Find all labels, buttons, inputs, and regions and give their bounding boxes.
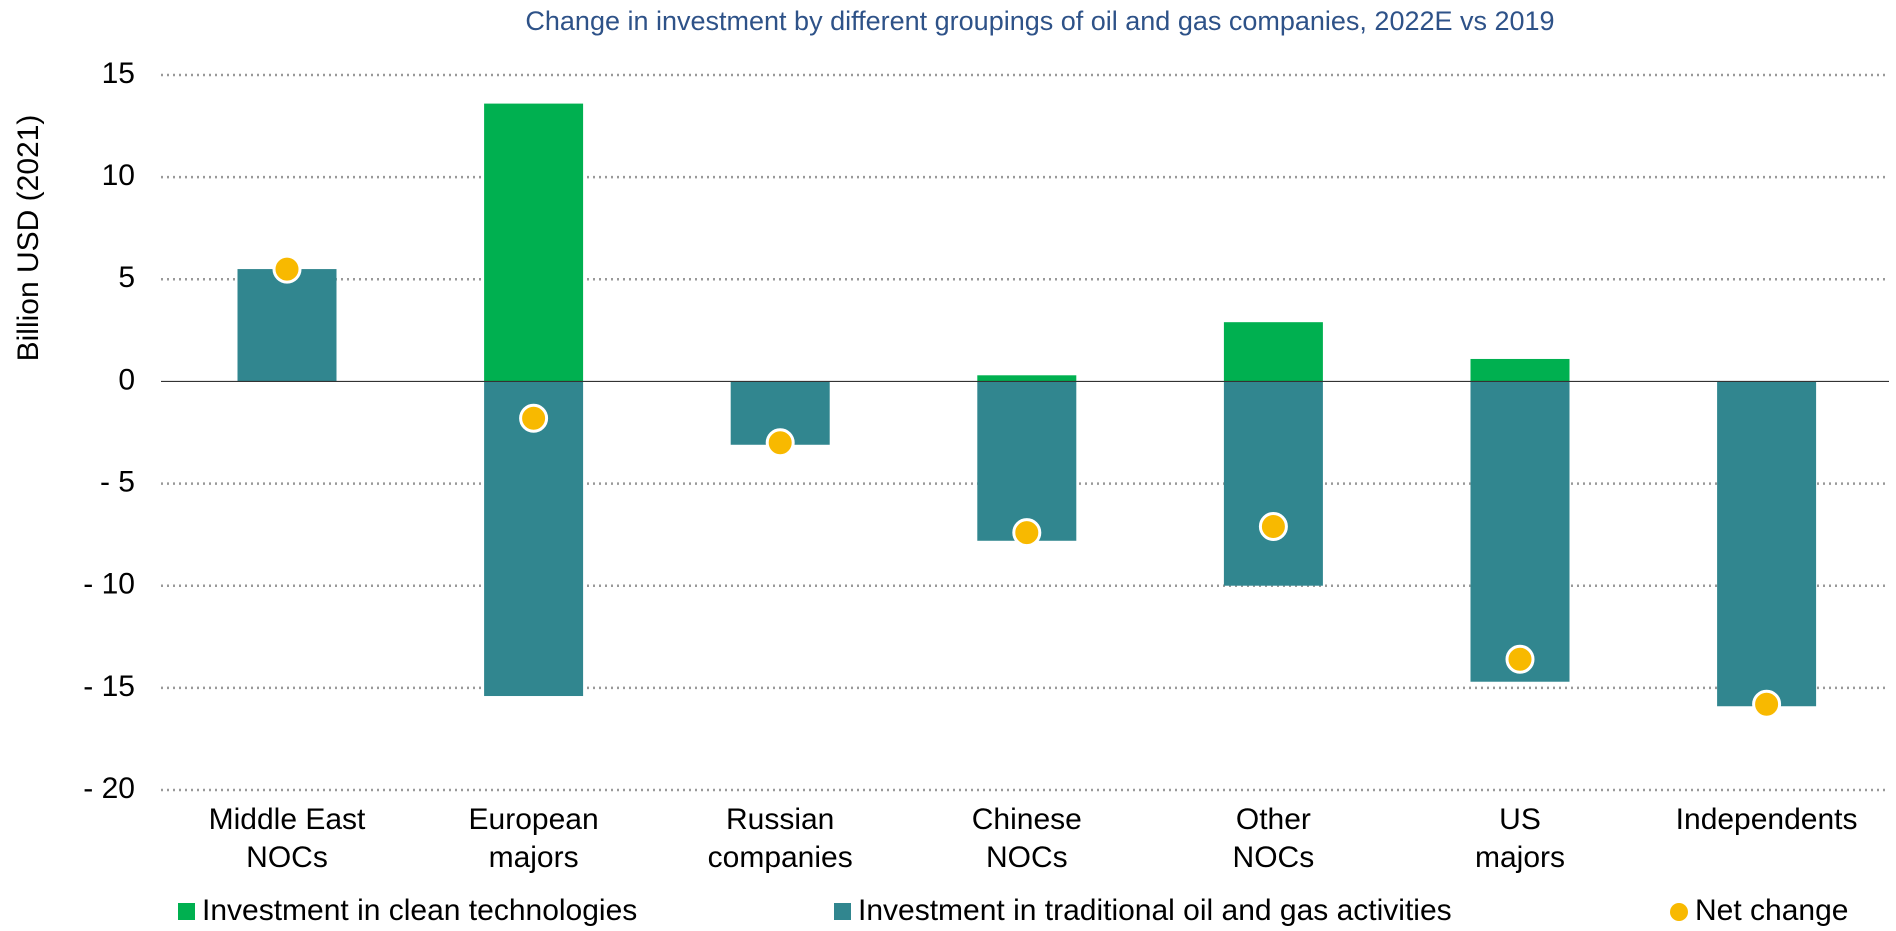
y-tick-label: - 20	[83, 772, 135, 805]
bar	[1223, 322, 1323, 382]
x-tick-label: European majors	[468, 803, 599, 874]
bar	[484, 103, 584, 382]
y-tick-label: 15	[102, 57, 135, 90]
bar	[484, 381, 584, 697]
y-tick-label: - 5	[100, 465, 135, 498]
net-dot	[1752, 689, 1782, 719]
x-tick-label: Middle East NOCs	[208, 803, 366, 874]
legend-label: Net change	[1695, 894, 1848, 927]
bar	[977, 381, 1077, 541]
legend-swatch	[834, 903, 851, 920]
y-tick-label: - 15	[83, 670, 135, 703]
bar	[977, 375, 1077, 382]
y-tick-label: 0	[118, 363, 135, 396]
net-dot	[1012, 518, 1042, 548]
legend-label: Investment in clean technologies	[202, 894, 637, 927]
x-tick-label: Independents	[1675, 803, 1858, 836]
x-tick-label: Other NOCs	[1232, 803, 1315, 874]
y-axis-label: Billion USD (2021)	[12, 115, 45, 362]
net-dot	[765, 428, 795, 458]
x-tick-label: Chinese NOCs	[971, 803, 1082, 874]
net-dot	[1258, 511, 1288, 541]
y-tick-label: 5	[118, 261, 135, 294]
net-dot	[272, 254, 302, 284]
y-tick-label: - 10	[83, 568, 135, 601]
legend-swatch	[1670, 903, 1688, 921]
bar	[1223, 381, 1323, 586]
net-dot	[519, 403, 549, 433]
chart-title: Change in investment by different groupi…	[525, 6, 1554, 36]
bar	[237, 269, 337, 382]
x-tick-label: US majors	[1474, 803, 1565, 874]
net-dot	[1505, 644, 1535, 674]
y-tick-label: 10	[102, 159, 135, 192]
legend-swatch	[178, 903, 195, 920]
x-tick-label: Russian companies	[707, 803, 853, 874]
bar	[1470, 381, 1570, 682]
bar	[1717, 381, 1817, 707]
legend-label: Investment in traditional oil and gas ac…	[858, 894, 1452, 927]
bar	[1470, 358, 1570, 382]
